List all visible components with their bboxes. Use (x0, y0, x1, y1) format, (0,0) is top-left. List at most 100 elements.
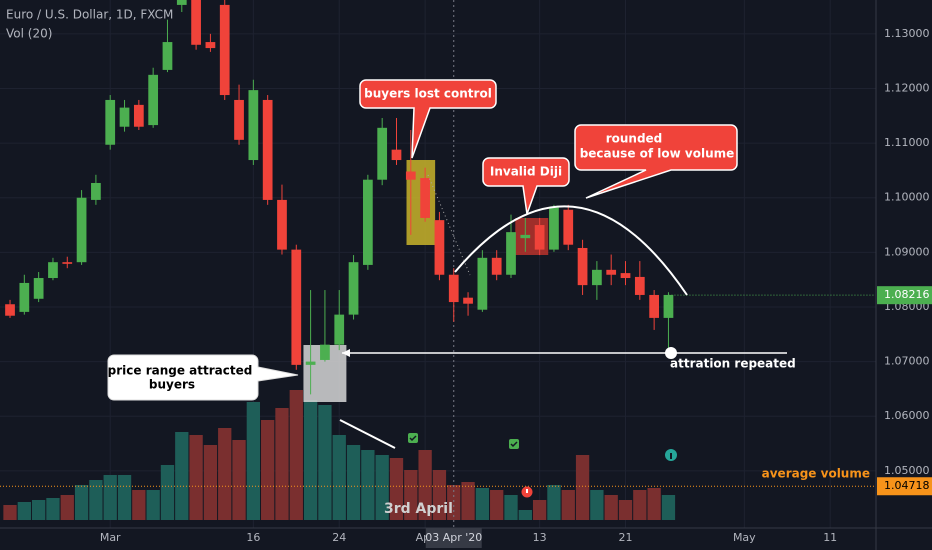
volume-bar (261, 420, 275, 520)
event-check (409, 435, 417, 442)
volume-bar (418, 450, 432, 520)
callout-text: rounded (606, 132, 663, 146)
y-tick-label: 1.07000 (884, 355, 930, 368)
volume-bar (361, 450, 375, 520)
y-tick-label: 1.10000 (884, 191, 930, 204)
event-check (510, 441, 518, 448)
candle-body (520, 234, 531, 239)
x-tick-label: 13 (533, 531, 547, 544)
note-text: attration repeated (670, 357, 796, 371)
candle-body (577, 247, 588, 286)
volume-bar (504, 495, 518, 520)
candle-body (133, 104, 144, 127)
volume-bar (318, 405, 332, 520)
volume-bar (547, 485, 561, 520)
callout (359, 79, 497, 159)
candle-body (606, 269, 617, 275)
volume-bar (633, 490, 647, 520)
candle-body (563, 209, 574, 245)
volume-bar (232, 440, 246, 520)
y-tick-label: 1.05000 (884, 464, 930, 477)
candle-body (405, 171, 416, 180)
volume-bar (561, 490, 575, 520)
rounded-arc (454, 205, 688, 296)
volume-bar (490, 490, 504, 520)
candle-body (291, 249, 302, 365)
candle-body (191, 0, 201, 45)
volume-bar (132, 490, 146, 520)
volume-bar (618, 500, 633, 520)
volume-bar (175, 432, 189, 520)
callout (482, 157, 570, 215)
volume-bar (3, 505, 17, 520)
volume-bar (404, 470, 418, 520)
callout-text: buyers (149, 378, 195, 392)
candle-body (62, 262, 73, 264)
volume-bar (647, 488, 661, 520)
candle-body (105, 99, 116, 145)
volume-bar (532, 500, 547, 520)
callout-text: price range attracted (108, 364, 253, 378)
volume-bar (303, 400, 318, 520)
candle-body (219, 4, 230, 96)
volume-bar (375, 455, 389, 520)
volume-bar (604, 495, 618, 520)
candle-body (33, 278, 44, 299)
volume-bar (332, 435, 346, 520)
volume-bar (575, 455, 590, 520)
candle-body (649, 294, 660, 318)
last-price-box (877, 286, 932, 305)
callout (107, 354, 299, 401)
volume-bar (31, 500, 46, 520)
candle-body (463, 297, 473, 304)
volume-bar (189, 435, 203, 520)
volume-bar (432, 470, 447, 520)
candle-body (162, 42, 173, 70)
volume-bar (203, 445, 218, 520)
volume-bar (146, 490, 160, 520)
average-volume-value: 1.04718 (884, 479, 930, 492)
candle-body (592, 269, 602, 286)
y-tick-label: 1.13000 (884, 27, 930, 40)
candle-body (48, 262, 58, 279)
x-tick-label: 16 (246, 531, 260, 544)
candle-body (549, 207, 559, 250)
arrow-head (342, 349, 350, 357)
callout-text: because of low volume (580, 147, 735, 161)
candle-body (248, 90, 259, 161)
candle-body (663, 294, 674, 318)
candle-body (119, 107, 130, 127)
x-tick-label: 21 (619, 531, 633, 544)
candle-body (19, 282, 30, 312)
average-volume-label: average volume (762, 467, 870, 481)
candle-body (91, 182, 101, 200)
volume-bar (17, 502, 31, 520)
volume-bar (275, 408, 289, 520)
volume-bar (346, 445, 361, 520)
average-volume-box (877, 477, 932, 496)
volume-bar (74, 485, 89, 520)
candle-body (534, 225, 545, 250)
candle-body (420, 178, 430, 218)
plot-area (0, 0, 876, 528)
candle-body (348, 262, 359, 315)
volume-bar (246, 402, 261, 520)
chart-title: Euro / U.S. Dollar, 1D, FXCM (6, 8, 173, 22)
volume-bar (89, 480, 103, 520)
candle-body (477, 257, 488, 310)
candle-body (434, 220, 445, 275)
candle-body (76, 197, 87, 263)
candle-body (234, 99, 244, 140)
volume-bar (218, 428, 232, 520)
volume-bar (447, 485, 461, 520)
volume-bar (46, 498, 60, 520)
candle-body (391, 149, 402, 161)
candle-body (620, 273, 631, 279)
volume-bar (117, 475, 132, 520)
crosshair-label: 03 Apr '20 (425, 531, 482, 544)
chart-subtitle: Vol (20) (6, 27, 52, 41)
volume-bar (518, 510, 532, 520)
candle-body (277, 199, 287, 250)
